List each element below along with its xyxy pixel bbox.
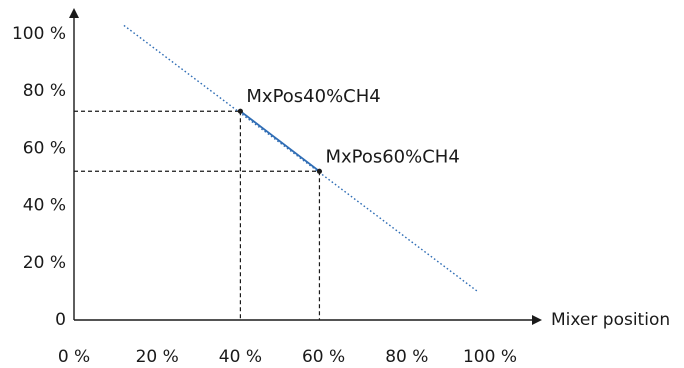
guide-lines xyxy=(74,110,321,320)
solid-segment-line xyxy=(239,110,320,172)
x-tick-label: 100 % xyxy=(463,347,517,367)
data-points: MxPos40%CH4 MxPos60%CH4 xyxy=(237,86,460,174)
y-tick-label: 0 xyxy=(55,310,66,330)
data-point xyxy=(237,108,243,114)
point-label: MxPos60%CH4 xyxy=(325,146,459,167)
y-tick-label: 20 % xyxy=(23,253,66,273)
y-tick-label: 80 % xyxy=(23,81,66,101)
dotted-trend-line xyxy=(123,24,478,292)
x-tick-label: 40 % xyxy=(219,347,262,367)
x-tick-label: 60 % xyxy=(302,347,345,367)
y-tick-label: 40 % xyxy=(23,196,66,216)
y-tick-label: 100 % xyxy=(12,24,66,44)
series-lines xyxy=(123,24,478,292)
point-label: MxPos40%CH4 xyxy=(246,86,380,107)
x-tick-labels: 0 % 20 % 40 % 60 % 80 % 100 % xyxy=(58,347,517,367)
data-point xyxy=(316,168,323,174)
x-axis-label: Mixer position xyxy=(551,310,670,330)
x-tick-label: 80 % xyxy=(385,347,428,367)
x-tick-label: 20 % xyxy=(136,347,179,367)
y-tick-labels: 0 20 % 40 % 60 % 80 % 100 % xyxy=(12,24,66,330)
y-tick-label: 60 % xyxy=(23,138,66,158)
x-tick-label: 0 % xyxy=(58,347,90,367)
